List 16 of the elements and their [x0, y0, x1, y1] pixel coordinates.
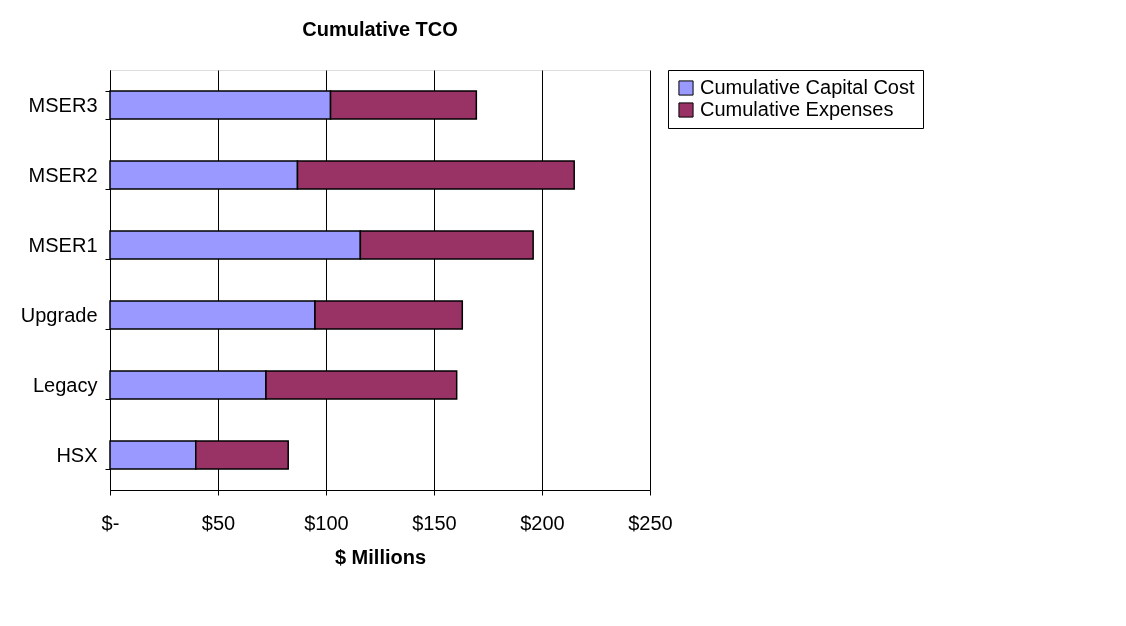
x-tick-label: $200: [520, 511, 565, 534]
y-tick-label: HSX: [56, 443, 98, 466]
x-tick-label: $50: [201, 511, 236, 534]
y-tick-label: MSER1: [28, 233, 98, 256]
y-tick-label: MSER2: [28, 163, 98, 186]
x-tick-label: $250: [628, 511, 673, 534]
x-axis-title: $ Millions: [334, 545, 427, 568]
x-tick-label: $150: [412, 511, 457, 534]
x-tick-label: $-: [101, 511, 120, 534]
y-tick-label: Upgrade: [20, 303, 98, 326]
legend-label: Cumulative Expenses: [700, 98, 894, 120]
y-tick-label: MSER3: [28, 93, 98, 116]
x-tick-label: $100: [304, 511, 349, 534]
chart-title: Cumulative TCO: [302, 18, 458, 40]
y-tick-label: Legacy: [33, 373, 98, 396]
legend-label: Cumulative Capital Cost: [700, 76, 915, 98]
